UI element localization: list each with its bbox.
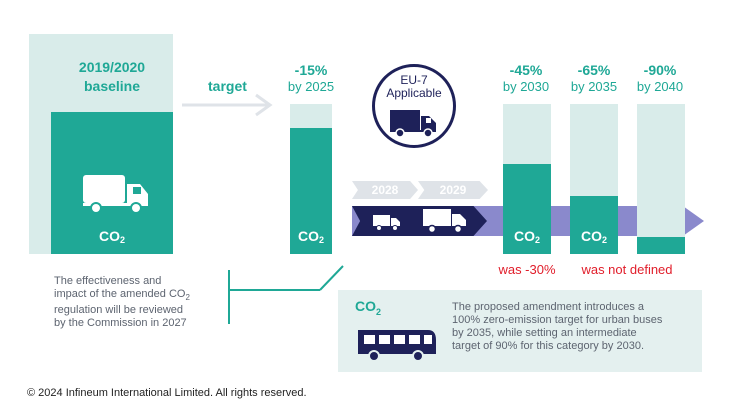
target-arrow (182, 93, 273, 117)
target-2035-pct: -65% (577, 62, 611, 78)
target-2030-pct: -45% (509, 62, 543, 78)
bar-2040 (637, 104, 685, 254)
review-note: The effectiveness and impact of the amen… (54, 275, 190, 330)
target-2040-year: by 2040 (636, 79, 684, 94)
bar-2035-co2: CO2 (580, 228, 607, 245)
eu7-truck-icon (390, 110, 436, 138)
bar-2030-co2: CO2 (513, 228, 540, 245)
baseline-co2-label: CO2 (98, 228, 125, 245)
target-2040-pct: -90% (643, 62, 677, 78)
target-2025-year: by 2025 (287, 79, 335, 94)
bus-description: The proposed amendment introduces a 100%… (452, 301, 663, 352)
copyright: © 2024 Infineum International Limited. A… (27, 387, 307, 399)
bar-2025-fill (290, 128, 332, 254)
bar-2025-co2: CO2 (297, 228, 324, 245)
not-defined-note: was not defined (581, 262, 673, 277)
eu7-badge: EU-7 Applicable (372, 64, 456, 148)
large-truck-icon (423, 209, 466, 234)
year-2028-chevron: 2028 (352, 181, 418, 199)
baseline-title: 2019/2020 baseline (78, 59, 146, 94)
bar-2040-fill (637, 237, 685, 254)
target-2030-year: by 2030 (502, 79, 550, 94)
year-2029-chevron: 2029 (418, 181, 488, 199)
bus-icon (358, 330, 436, 362)
target-2035-year: by 2035 (570, 79, 618, 94)
truck-icon (83, 175, 148, 214)
was-30-note: was -30% (498, 262, 556, 277)
eu7-label: EU-7 Applicable (386, 73, 442, 100)
review-bracket (228, 265, 344, 324)
small-truck-icon (373, 215, 400, 231)
bar-2035-fill (570, 196, 618, 254)
target-label: target (208, 78, 247, 94)
bus-co2-label: CO2 (355, 298, 382, 317)
target-2025-pct: -15% (294, 62, 328, 78)
bar-2030-fill (503, 164, 551, 254)
